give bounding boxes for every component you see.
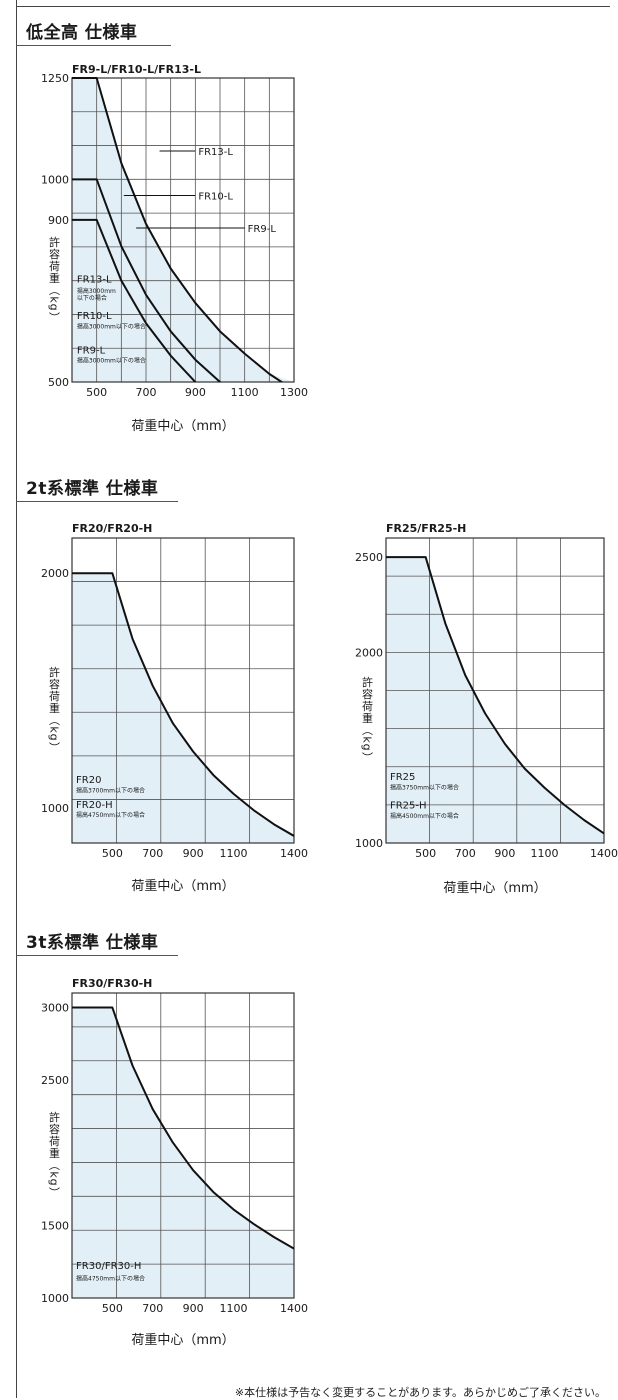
fr20-annotation: 揚高3700mm以下の場合 bbox=[76, 787, 145, 795]
fr25-curve-0 bbox=[386, 556, 604, 835]
fr20-plot-frame bbox=[71, 537, 295, 844]
fr20-chart-title: FR20/FR20-H bbox=[72, 522, 152, 535]
fr30-fill-area bbox=[72, 1007, 294, 1298]
fr25-annotation: FR25-H bbox=[390, 801, 427, 812]
fr25-y-tick-label: 2000 bbox=[355, 646, 383, 659]
fr-l-curve-1 bbox=[72, 178, 222, 382]
section-title-low-height: 低全高 仕様車 bbox=[26, 23, 138, 43]
fr30-y-tick-label: 1500 bbox=[41, 1219, 69, 1232]
fr20-annotation: FR20 bbox=[76, 775, 101, 786]
page-frame-top bbox=[16, 6, 610, 7]
fr-l-x-tick-label: 700 bbox=[136, 386, 157, 399]
fr30-curve-0 bbox=[72, 1006, 294, 1250]
fr30-x-tick-label: 500 bbox=[102, 1302, 123, 1315]
fr20-x-tick-label: 900 bbox=[183, 847, 204, 860]
fr30-x-axis-label: 荷重中心（mm） bbox=[131, 1332, 234, 1348]
fr25-chart-title: FR25/FR25-H bbox=[386, 522, 466, 535]
fr30-y-tick-label: 1000 bbox=[41, 1292, 69, 1305]
fr-l-annotation: FR9-L bbox=[77, 346, 106, 357]
fr-l-y-tick-label: 500 bbox=[48, 376, 69, 389]
fr-l-plot-frame bbox=[71, 77, 295, 383]
fr-l-y-tick-label: 1000 bbox=[41, 173, 69, 186]
fr20-y-axis-label: 許容荷重（kg） bbox=[48, 666, 61, 754]
fr-l-annotation: 以下の場合 bbox=[77, 294, 107, 302]
fr30-x-tick-label: 1400 bbox=[280, 1302, 308, 1315]
fr20-x-tick-label: 700 bbox=[142, 847, 163, 860]
fr25-x-axis-label: 荷重中心（mm） bbox=[443, 880, 546, 896]
fr20-x-tick-label: 1100 bbox=[219, 847, 247, 860]
fr-l-annotation: FR13-L bbox=[77, 275, 112, 286]
fr20-x-axis-label: 荷重中心（mm） bbox=[131, 878, 234, 894]
section-title-2t: 2t系標準 仕様車 bbox=[26, 479, 159, 499]
fr30-chart-title: FR30/FR30-H bbox=[72, 977, 152, 990]
fr-l-x-tick-label: 1300 bbox=[280, 386, 308, 399]
fr25-y-tick-label: 1000 bbox=[355, 837, 383, 850]
section-title-3t: 3t系標準 仕様車 bbox=[26, 933, 159, 953]
fr20-y-tick-label: 2000 bbox=[41, 567, 69, 580]
fr-l-fill-area bbox=[72, 78, 294, 382]
fr25-x-tick-label: 700 bbox=[455, 847, 476, 860]
fr25-x-tick-label: 1100 bbox=[531, 847, 559, 860]
fr-l-x-tick-label: 900 bbox=[185, 386, 206, 399]
fr30-y-axis-label: 許容荷重（kg） bbox=[48, 1111, 61, 1199]
fr30-annotation: FR30/FR30-H bbox=[76, 1261, 141, 1272]
fr25-y-axis-label: 許容荷重（kg） bbox=[361, 676, 374, 764]
fr25-y-tick-label: 2500 bbox=[355, 551, 383, 564]
fr-l-callout-label: FR10-L bbox=[198, 192, 233, 203]
fr20-x-tick-label: 500 bbox=[102, 847, 123, 860]
fr30-y-tick-label: 2500 bbox=[41, 1074, 69, 1087]
fr20-annotation: 揚高4750mm以下の場合 bbox=[76, 811, 145, 819]
fr-l-annotation: 揚高3000mm以下の場合 bbox=[77, 322, 146, 330]
fr25-x-tick-label: 1400 bbox=[590, 847, 618, 860]
fr-l-annotation: FR10-L bbox=[77, 311, 112, 322]
fr-l-x-tick-label: 1100 bbox=[231, 386, 259, 399]
fr25-x-tick-label: 900 bbox=[494, 847, 515, 860]
fr-l-curve-0 bbox=[72, 77, 284, 382]
fr-l-annotation: 揚高3000mm bbox=[77, 287, 116, 295]
fr-l-callout-label: FR9-L bbox=[248, 224, 277, 235]
section-underline bbox=[16, 45, 171, 46]
fr20-annotation: FR20-H bbox=[76, 800, 113, 811]
fr25-x-tick-label: 500 bbox=[415, 847, 436, 860]
fr20-fill-area bbox=[72, 573, 294, 843]
fr-l-chart-title: FR9-L/FR10-L/FR13-L bbox=[72, 63, 201, 76]
fr30-x-tick-label: 900 bbox=[183, 1302, 204, 1315]
fr30-x-tick-label: 700 bbox=[142, 1302, 163, 1315]
section-underline bbox=[16, 501, 178, 502]
fr25-annotation: 揚高4500mm以下の場合 bbox=[390, 812, 459, 820]
fr-l-callout-label: FR13-L bbox=[198, 147, 233, 158]
fr25-fill-area bbox=[386, 557, 604, 843]
page-frame-left bbox=[16, 0, 17, 1398]
fr25-annotation: FR25 bbox=[390, 772, 415, 783]
fr-l-curve-2 bbox=[72, 218, 197, 382]
fr-l-annotation: 揚高3000mm以下の場合 bbox=[77, 357, 146, 365]
fr30-plot-frame bbox=[71, 992, 295, 1299]
fr20-x-tick-label: 1400 bbox=[280, 847, 308, 860]
section-underline bbox=[16, 955, 178, 956]
fr25-annotation: 揚高3750mm以下の場合 bbox=[390, 784, 459, 792]
fr-l-y-tick-label: 1250 bbox=[41, 72, 69, 85]
fr30-y-tick-label: 3000 bbox=[41, 1002, 69, 1015]
fr-l-x-axis-label: 荷重中心（mm） bbox=[131, 418, 234, 434]
fr-l-y-tick-label: 900 bbox=[48, 214, 69, 227]
fr-l-y-axis-label: 許容荷重（kg） bbox=[48, 236, 61, 324]
fr20-y-tick-label: 1000 bbox=[41, 802, 69, 815]
fr20-curve-0 bbox=[72, 572, 294, 837]
fr-l-x-tick-label: 500 bbox=[86, 386, 107, 399]
fr30-annotation: 揚高4750mm以下の場合 bbox=[76, 1275, 145, 1283]
footer-note: ※本仕様は予告なく変更することがあります。あらかじめご了承ください。 bbox=[234, 1386, 606, 1399]
fr25-plot-frame bbox=[385, 537, 605, 844]
fr30-x-tick-label: 1100 bbox=[219, 1302, 247, 1315]
